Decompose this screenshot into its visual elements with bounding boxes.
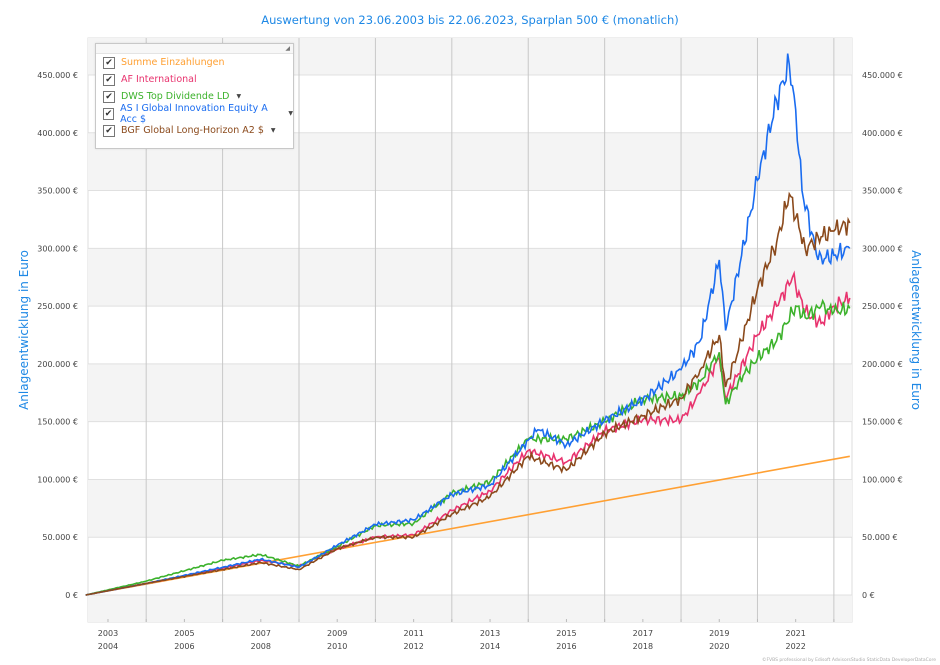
x-tick-label: 2006 xyxy=(174,642,194,651)
y-tick-label-right: 50.000 € xyxy=(862,533,898,542)
legend-label: DWS Top Dividende LD xyxy=(121,91,230,102)
y-tick-label-left: 200.000 € xyxy=(37,360,78,369)
x-tick-label: 2005 xyxy=(174,629,194,638)
grid-band xyxy=(88,595,852,622)
series-line-4 xyxy=(85,191,851,596)
x-tick-label: 2014 xyxy=(480,642,500,651)
checkbox-checked-icon[interactable]: ✔ xyxy=(103,56,115,69)
legend-item[interactable]: ✔ AS I Global Innovation Equity A Acc $ ▼ xyxy=(96,102,293,125)
x-tick-label: 2011 xyxy=(403,629,423,638)
x-tick-label: 2008 xyxy=(251,642,271,651)
x-tick-label: 2022 xyxy=(785,642,805,651)
chart-title: Auswertung von 23.06.2003 bis 22.06.2023… xyxy=(261,13,678,27)
x-tick-label: 2016 xyxy=(556,642,576,651)
x-tick-label: 2009 xyxy=(327,629,347,638)
checkbox-checked-icon[interactable]: ✔ xyxy=(103,90,115,103)
y-tick-label-right: 200.000 € xyxy=(862,360,903,369)
y-tick-label-right: 400.000 € xyxy=(862,129,903,138)
dropdown-arrow-icon[interactable]: ▼ xyxy=(270,127,276,134)
x-tick-label: 2012 xyxy=(403,642,423,651)
y-tick-label-left: 50.000 € xyxy=(42,533,78,542)
y-tick-label-left: 350.000 € xyxy=(37,187,78,196)
y-tick-label-left: 450.000 € xyxy=(37,71,78,80)
checkbox-checked-icon[interactable]: ✔ xyxy=(103,124,115,137)
legend-item[interactable]: ✔ DWS Top Dividende LD ▼ xyxy=(96,88,293,105)
y-tick-label-right: 300.000 € xyxy=(862,244,903,253)
y-axis-title-right: Anlageentwicklung in Euro xyxy=(909,250,923,410)
dropdown-arrow-icon[interactable]: ▼ xyxy=(288,110,293,117)
x-tick-label: 2018 xyxy=(633,642,653,651)
x-tick-label: 2003 xyxy=(98,629,118,638)
legend-label: AF International xyxy=(121,74,197,85)
series-line-2 xyxy=(85,298,851,596)
y-tick-label-right: 350.000 € xyxy=(862,187,903,196)
legend-titlebar[interactable]: ◢ xyxy=(96,44,293,54)
x-tick-label: 2004 xyxy=(98,642,118,651)
x-tick-label: 2015 xyxy=(556,629,576,638)
series-line-3 xyxy=(85,53,851,596)
legend-item[interactable]: ✔ BGF Global Long-Horizon A2 $ ▼ xyxy=(96,122,293,139)
y-tick-label-right: 250.000 € xyxy=(862,302,903,311)
y-tick-label-left: 150.000 € xyxy=(37,418,78,427)
x-tick-label: 2020 xyxy=(709,642,729,651)
y-tick-label-right: 150.000 € xyxy=(862,418,903,427)
x-tick-label: 2019 xyxy=(709,629,729,638)
y-tick-label-left: 100.000 € xyxy=(37,475,78,484)
x-tick-label: 2010 xyxy=(327,642,347,651)
checkbox-checked-icon[interactable]: ✔ xyxy=(103,73,115,86)
legend-label: AS I Global Innovation Equity A Acc $ xyxy=(120,102,268,125)
y-tick-label-right: 450.000 € xyxy=(862,71,903,80)
y-axis-title-left: Anlageentwicklung in Euro xyxy=(17,250,31,410)
legend-label: BGF Global Long-Horizon A2 $ xyxy=(121,125,264,136)
x-tick-label: 2021 xyxy=(785,629,805,638)
y-tick-label-right: 0 € xyxy=(862,591,875,600)
y-tick-label-right: 100.000 € xyxy=(862,475,903,484)
footer-credit: ©FVBS professional by Edisoft AdvisorsSt… xyxy=(762,656,936,663)
y-tick-label-left: 0 € xyxy=(65,591,78,600)
x-tick-label: 2007 xyxy=(251,629,271,638)
legend-item[interactable]: ✔ AF International xyxy=(96,71,293,88)
y-tick-label-left: 300.000 € xyxy=(37,244,78,253)
y-tick-label-left: 400.000 € xyxy=(37,129,78,138)
legend-label: Summe Einzahlungen xyxy=(121,57,225,68)
y-tick-label-left: 250.000 € xyxy=(37,302,78,311)
legend-item[interactable]: ✔ Summe Einzahlungen xyxy=(96,54,293,71)
dropdown-arrow-icon[interactable]: ▼ xyxy=(236,93,242,100)
grid-band xyxy=(88,363,852,422)
x-tick-label: 2017 xyxy=(633,629,653,638)
checkbox-checked-icon[interactable]: ✔ xyxy=(103,107,115,120)
x-tick-label: 2013 xyxy=(480,629,500,638)
resize-grip-icon[interactable]: ◢ xyxy=(285,45,290,52)
legend[interactable]: ◢ ✔ Summe Einzahlungen ✔ AF International ✔ D… xyxy=(95,43,294,149)
grid-band xyxy=(88,248,852,307)
